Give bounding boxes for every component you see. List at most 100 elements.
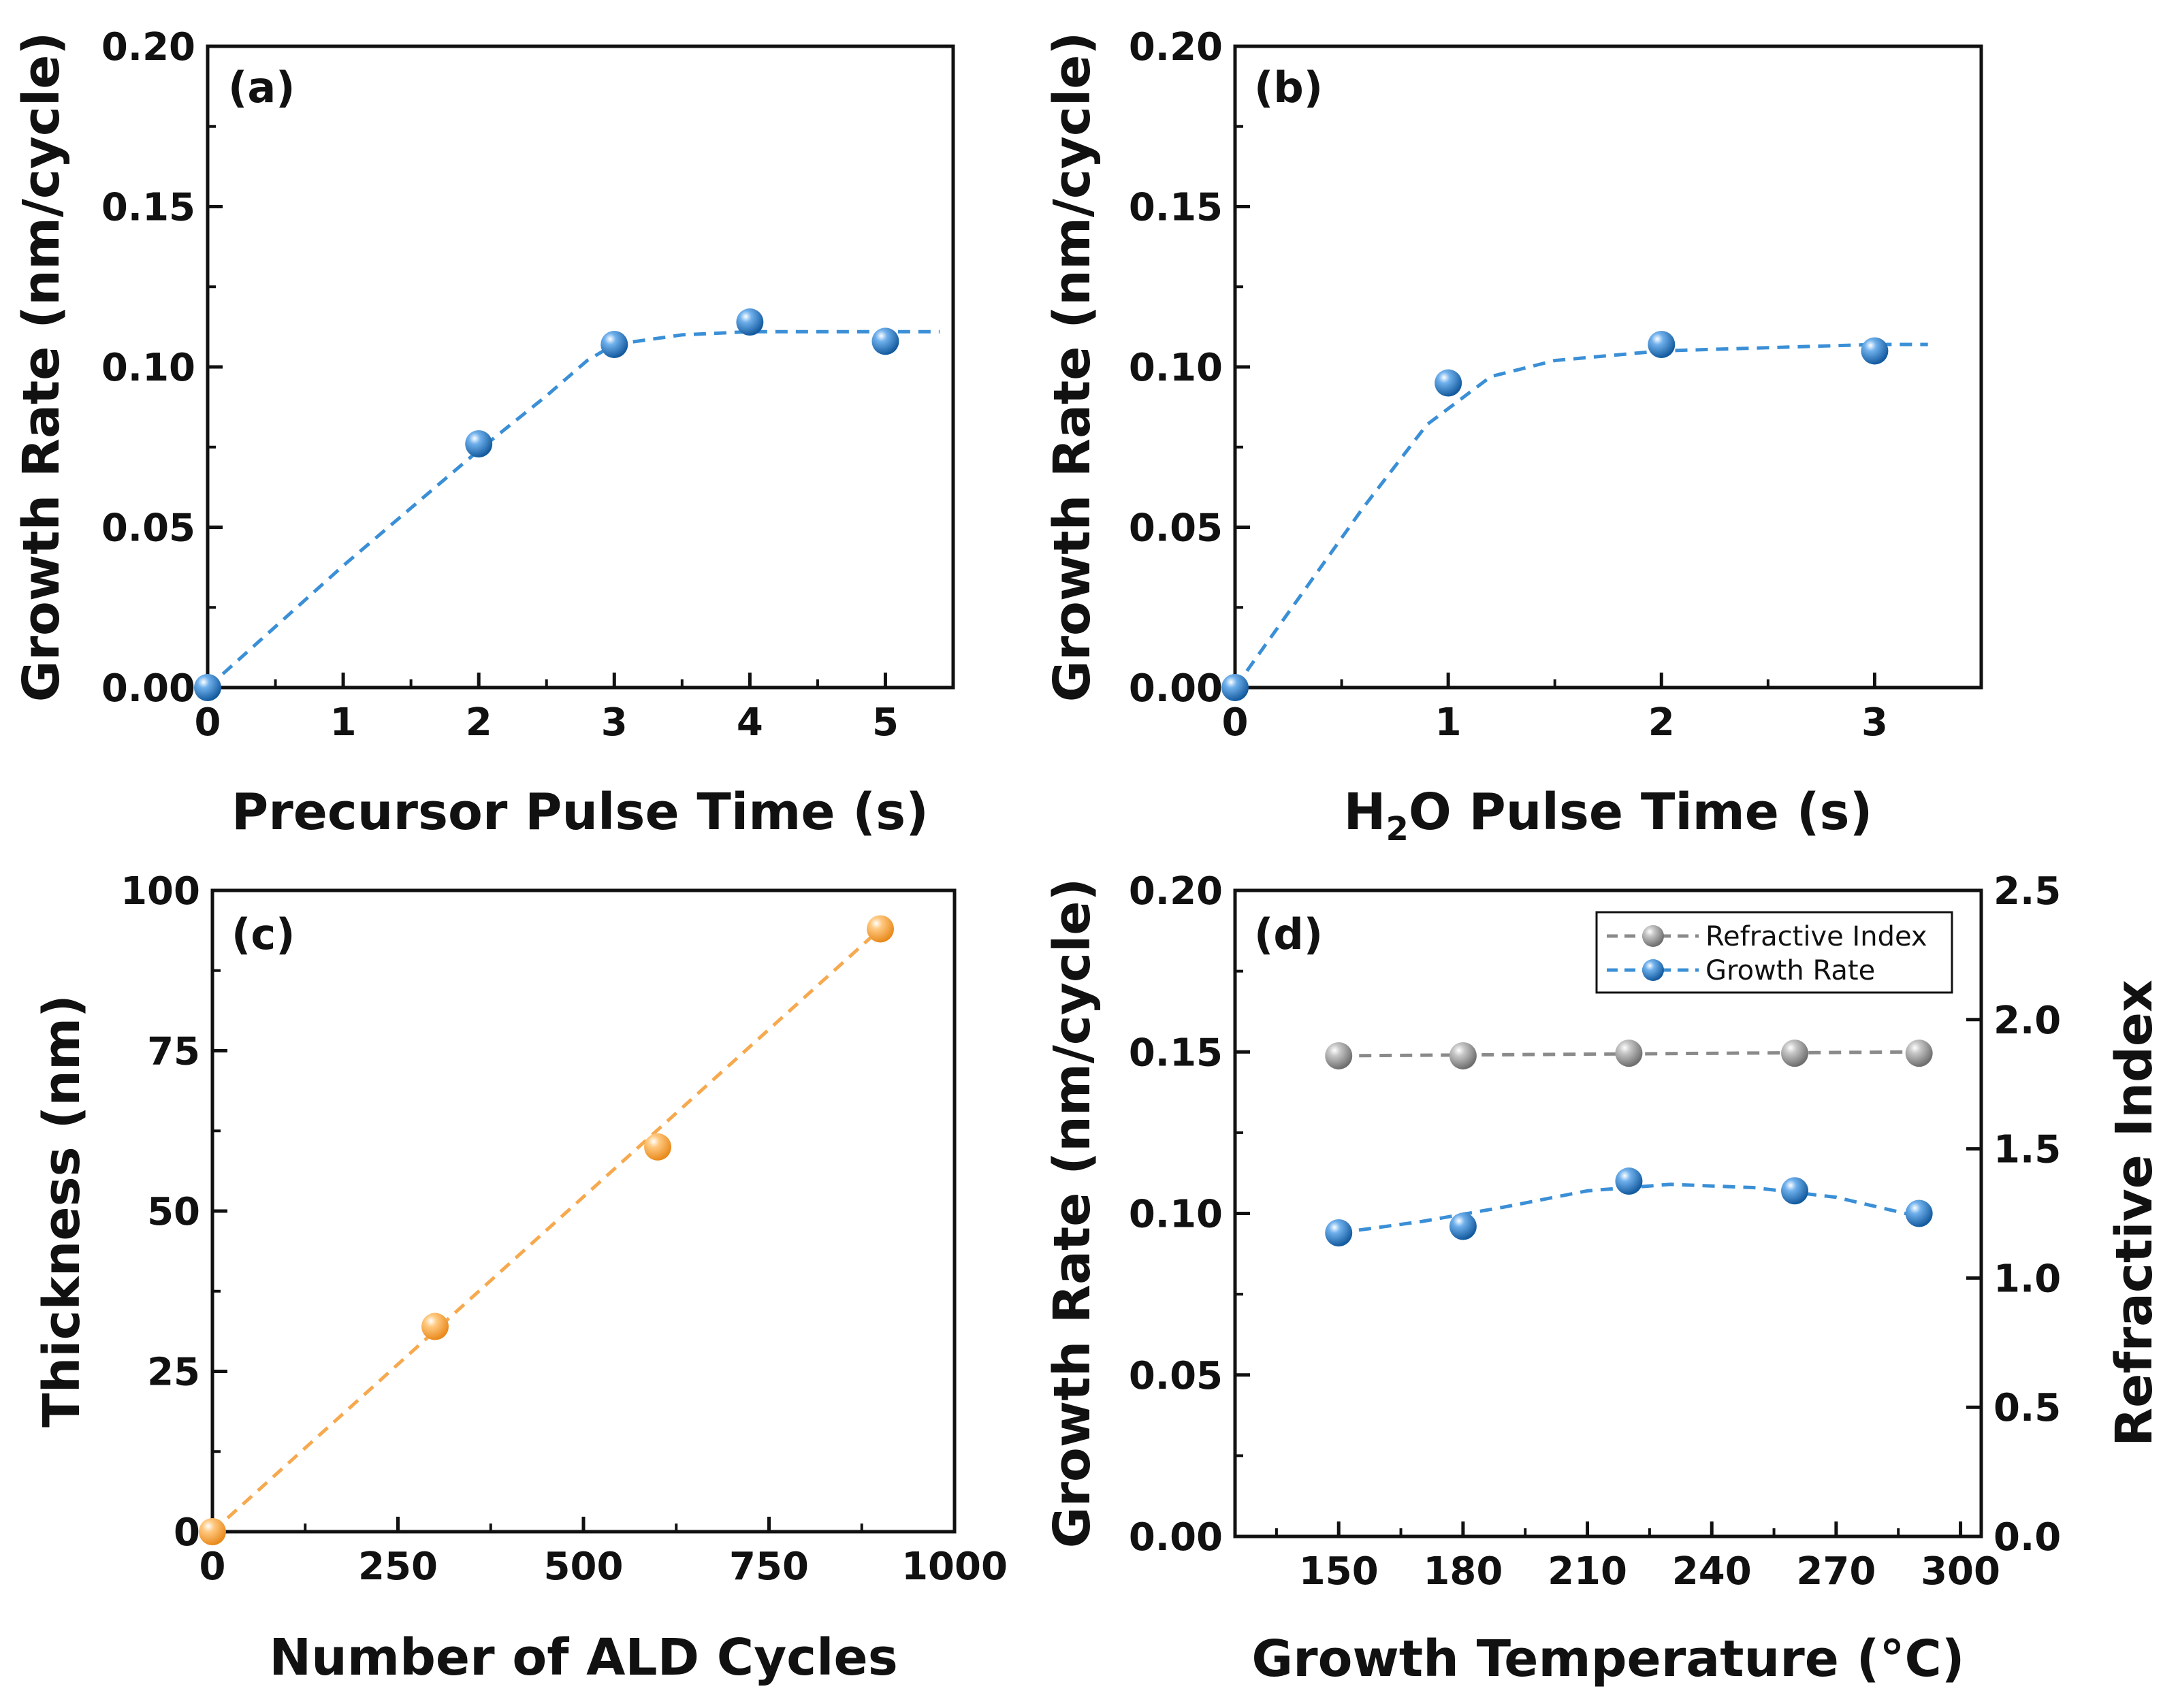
x-tick-label: 2: [466, 700, 492, 745]
x-axis-ticks: 0 1 2 3 4 5: [195, 673, 899, 745]
y-tick-label: 25: [147, 1351, 200, 1395]
y-tick-label: 100: [121, 869, 200, 914]
x-tick-label: 750: [729, 1545, 809, 1589]
x-tick-label: 210: [1548, 1549, 1627, 1594]
data-point: [194, 674, 221, 701]
y-tick-label: 0.15: [1129, 186, 1223, 230]
x-axis-label-main: H: [1344, 783, 1386, 841]
chart-panel-d: 0.000.050.100.150.20 0.00.51.01.52.02.5 …: [1043, 869, 2164, 1688]
y-right-tick-label: 1.0: [1993, 1257, 2061, 1301]
data-point-refractive-index: [1449, 1042, 1477, 1069]
y-tick-label: 0: [174, 1511, 200, 1555]
y-tick-label: 0.10: [101, 346, 195, 390]
data-point-refractive-index: [1325, 1042, 1353, 1069]
x-tick-label: 1: [1435, 700, 1462, 745]
x-axis-label: Growth Temperature (°C): [1251, 1630, 1964, 1688]
y-right-tick-label: 0.0: [1993, 1515, 2061, 1560]
data-point-growth-rate: [1449, 1212, 1477, 1240]
chart-marks: [199, 915, 894, 1545]
data-point: [1221, 674, 1249, 701]
chart-marks: [1325, 1040, 1933, 1246]
legend-label-growth: Growth Rate: [1705, 955, 1875, 986]
y-right-tick-label: 2.0: [1993, 999, 2061, 1043]
x-tick-label: 0: [195, 700, 221, 745]
x-tick-label: 1: [330, 700, 357, 745]
fit-line: [206, 329, 940, 689]
y-tick-label: 0.20: [1129, 869, 1223, 914]
data-point-growth-rate: [1325, 1219, 1353, 1246]
x-tick-label: 250: [358, 1545, 438, 1589]
panel-label: (c): [231, 909, 295, 959]
data-point-growth-rate: [1905, 1199, 1933, 1227]
y-tick-label: 0.10: [1129, 346, 1223, 390]
data-point: [867, 915, 894, 943]
legend-marker-refractive: [1642, 925, 1664, 947]
y-axis-right-label: Refractive Index: [2105, 980, 2164, 1447]
fit-line: [1233, 342, 1928, 689]
legend-marker-growth: [1642, 959, 1664, 981]
y-tick-label: 75: [147, 1030, 200, 1074]
x-tick-label: 5: [872, 700, 899, 745]
y-axis-right-ticks: 0.0 0.5 1.0 1.5 2.0 2.5: [1966, 869, 2061, 1560]
y-axis-ticks: 0.00 0.05 0.10 0.15 0.20: [1129, 869, 1250, 1560]
x-axis-label-rest: O Pulse Time (s): [1409, 783, 1873, 841]
y-tick-label: 0.00: [1129, 1515, 1223, 1560]
y-right-tick-label: 0.5: [1993, 1386, 2061, 1430]
data-point-refractive-index: [1615, 1040, 1643, 1067]
data-point: [465, 430, 493, 458]
data-point: [1435, 369, 1462, 397]
x-tick-label: 180: [1423, 1549, 1503, 1594]
chart-marks: [1221, 331, 1928, 701]
x-tick-label: 300: [1921, 1549, 2000, 1594]
x-tick-label: 150: [1299, 1549, 1379, 1594]
x-tick-label: 1000: [901, 1545, 1008, 1589]
plot-frame: [210, 888, 957, 1534]
y-tick-label: 0.05: [1129, 506, 1223, 551]
x-axis-label: H2O Pulse Time (s): [1344, 783, 1873, 848]
x-tick-label: 500: [544, 1545, 624, 1589]
fit-line: [211, 927, 882, 1533]
data-point: [421, 1312, 449, 1340]
y-tick-label: 0.00: [101, 666, 195, 711]
y-axis-label: Growth Rate (nm/cycle): [12, 32, 71, 702]
legend-label-refractive: Refractive Index: [1705, 921, 1927, 952]
y-tick-label: 0.15: [101, 186, 195, 230]
x-axis-ticks: 150 180 210 240 270 300: [1275, 1521, 2000, 1594]
chart-panel-a: 0.00 0.05 0.10 0.15 0.20 0 1 2 3 4 5 (a) Precurso…: [12, 25, 955, 841]
data-point: [736, 308, 764, 336]
y-axis-ticks: 0.00 0.05 0.10 0.15 0.20: [101, 25, 223, 711]
x-axis-ticks: 0 250 500 750 1000: [199, 1517, 1008, 1589]
x-tick-label: 240: [1672, 1549, 1752, 1594]
plot-frame: [1233, 44, 1983, 690]
x-tick-label: 3: [1861, 700, 1888, 745]
x-tick-label: 4: [737, 700, 763, 745]
data-point: [600, 331, 628, 359]
x-axis-label: Precursor Pulse Time (s): [231, 783, 929, 841]
data-point-growth-rate: [1781, 1177, 1808, 1205]
x-axis-label: Number of ALD Cycles: [269, 1628, 898, 1687]
y-right-tick-label: 2.5: [1993, 869, 2061, 914]
y-axis-label: Growth Rate (nm/cycle): [1043, 878, 1102, 1548]
legend: Refractive Index Growth Rate: [1595, 911, 1953, 994]
y-tick-label: 0.20: [101, 25, 195, 69]
chart-marks: [194, 308, 940, 701]
panel-label: (d): [1254, 909, 1323, 959]
y-tick-label: 0.05: [101, 506, 195, 551]
y-tick-label: 0.15: [1129, 1031, 1223, 1075]
y-axis-label: Thickness (nm): [33, 995, 91, 1428]
x-tick-label: 2: [1648, 700, 1675, 745]
data-point-refractive-index: [1781, 1040, 1808, 1067]
y-axis-label: Growth Rate (nm/cycle): [1043, 32, 1102, 702]
data-point-growth-rate: [1615, 1167, 1643, 1195]
y-tick-label: 0.10: [1129, 1193, 1223, 1237]
x-tick-label: 0: [1222, 700, 1249, 745]
y-axis-ticks: 0.00 0.05 0.10 0.15 0.20: [1129, 25, 1250, 711]
x-axis-ticks: 0 1 2 3: [1222, 673, 1888, 745]
y-tick-label: 0.00: [1129, 666, 1223, 711]
y-tick-label: 0.20: [1129, 25, 1223, 69]
data-point: [1648, 331, 1676, 359]
data-point: [644, 1133, 671, 1161]
data-point: [871, 327, 899, 355]
